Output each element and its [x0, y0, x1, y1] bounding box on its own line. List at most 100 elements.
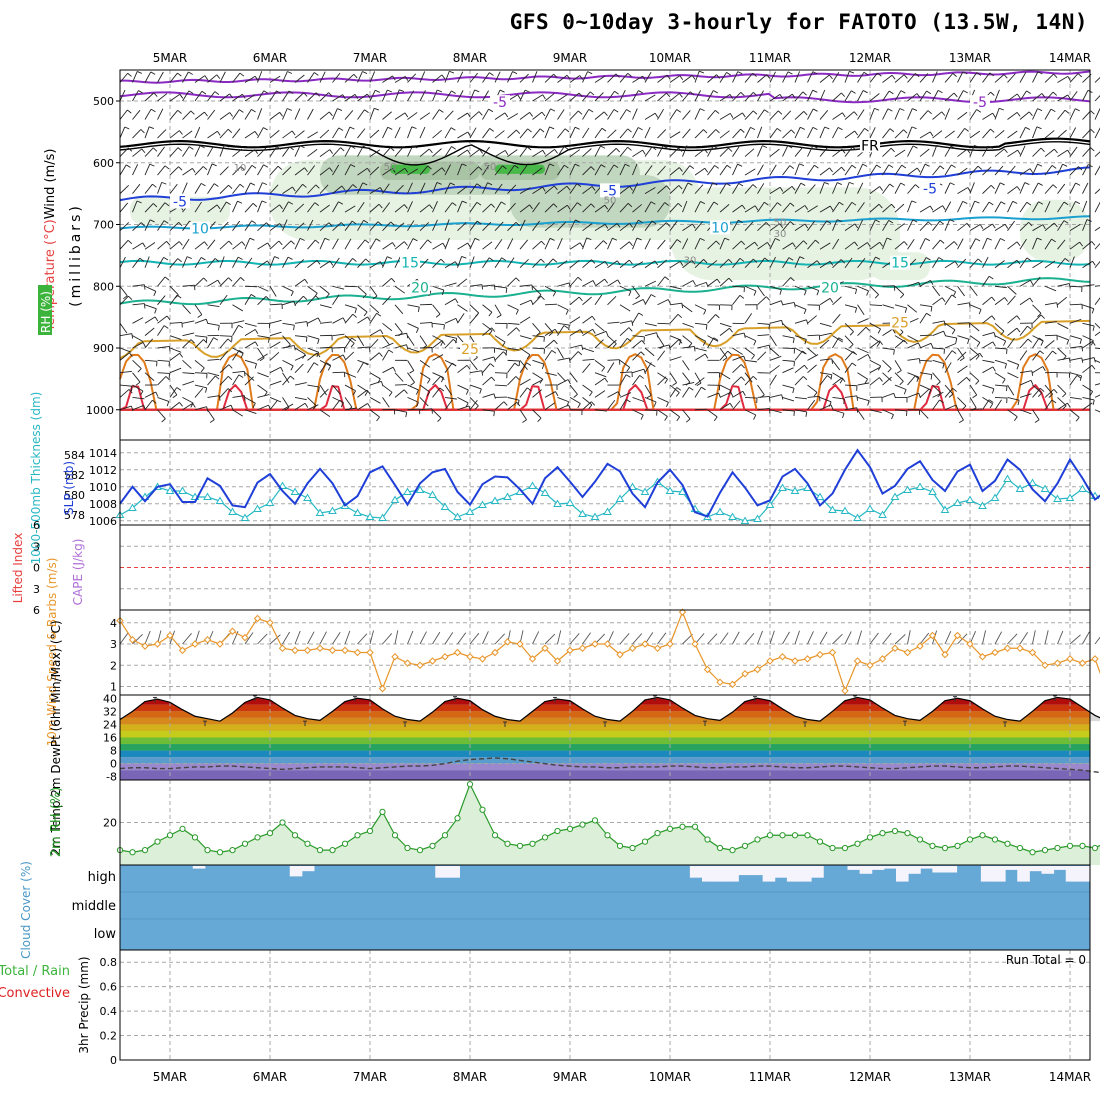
- wind-barb: [557, 204, 568, 213]
- wind-barb: [807, 108, 814, 120]
- wind-barb-flag: [856, 395, 859, 401]
- wind-barb: [394, 241, 405, 250]
- wind10m-barb: [782, 631, 790, 645]
- wind-barb: [332, 185, 343, 194]
- wind-barb-flag: [974, 200, 980, 204]
- wind-barb: [132, 183, 141, 194]
- thickness-line-marker: [778, 483, 787, 491]
- wind-barb-flag: [179, 93, 184, 99]
- wind-barb: [994, 335, 1006, 342]
- wind-barb: [1057, 75, 1069, 83]
- wind-barb: [1057, 201, 1065, 213]
- thickness-line-marker: [428, 490, 437, 498]
- wind-barb: [757, 109, 765, 120]
- wind-barb-flag: [812, 108, 818, 112]
- wind-barb-flag: [190, 110, 195, 115]
- wind-barb: [507, 202, 516, 213]
- wind-barb: [369, 352, 380, 361]
- wind-barb: [444, 317, 457, 324]
- wind-barb: [619, 241, 630, 250]
- wind-barb: [532, 335, 545, 338]
- wind-barb: [757, 202, 765, 213]
- wind-barb: [832, 396, 845, 400]
- wind-barb: [969, 109, 977, 120]
- wind-barb-flag: [591, 186, 596, 191]
- wind-barb: [694, 335, 706, 342]
- wind-barb-flag: [541, 240, 546, 246]
- wind-barb-flag: [314, 202, 320, 206]
- wind-barb: [644, 165, 653, 176]
- wind-barb: [907, 304, 918, 313]
- wind-barb-flag: [573, 394, 578, 398]
- wind-barb: [582, 296, 592, 306]
- wind-barb-flag: [392, 367, 396, 372]
- wind10m-line-marker: [878, 655, 887, 663]
- wind-barb: [207, 258, 216, 269]
- wind-barb-flag: [568, 357, 571, 364]
- wind-barb: [394, 304, 404, 315]
- wind-barb-flag: [204, 241, 208, 246]
- wind-barb-flag: [838, 337, 844, 341]
- wind-barb: [1057, 357, 1070, 361]
- wind-barb: [732, 128, 741, 139]
- wind-barb-flag: [1090, 129, 1095, 134]
- wind-barb-flag: [316, 352, 321, 358]
- wind-barb: [982, 72, 991, 83]
- wind-barb: [457, 185, 468, 194]
- wind-barb-flag: [729, 94, 734, 99]
- wind-barb: [632, 368, 645, 374]
- wind-barb-flag: [676, 109, 682, 113]
- wind-barb: [532, 167, 543, 176]
- wind-barb-flag: [268, 337, 270, 343]
- wind-barb: [232, 304, 244, 312]
- wind10m-line-marker: [616, 650, 624, 659]
- wind-barb-flag: [392, 75, 396, 81]
- wind-barb: [382, 89, 388, 102]
- wind10m-line-marker: [466, 653, 474, 661]
- wind-barb: [882, 237, 888, 250]
- wind-barb: [1069, 335, 1082, 340]
- wind-barb: [819, 339, 830, 349]
- wind-barb: [257, 147, 267, 157]
- wind-barb-flag: [153, 92, 158, 97]
- wind-barb-flag: [950, 145, 956, 150]
- wind-barb: [182, 130, 193, 139]
- wind-barb-flag: [714, 165, 719, 169]
- wind-barb: [519, 73, 529, 83]
- wind-barb-flag: [141, 148, 146, 154]
- wind-barb: [694, 221, 704, 231]
- wind-barb: [507, 184, 517, 194]
- wind-barb: [657, 92, 667, 102]
- wind-barb: [169, 352, 180, 361]
- wind-barb-flag: [429, 204, 433, 209]
- wind-barb: [707, 278, 718, 287]
- wind-barb: [1019, 182, 1026, 194]
- wind-barb: [594, 377, 606, 386]
- thickness-line-marker: [1040, 484, 1050, 492]
- wind-barb-flag: [289, 146, 294, 151]
- wind-barb: [594, 204, 605, 213]
- wind-barb-flag: [629, 241, 633, 246]
- wind-barb: [907, 126, 913, 139]
- wind-barb: [969, 200, 976, 213]
- wind-barb: [632, 261, 644, 269]
- wind-barb: [307, 72, 315, 83]
- wind-barb: [682, 280, 694, 287]
- wind-barb-flag: [354, 308, 357, 314]
- cloud-cell-gap: [799, 866, 812, 882]
- wind-barb: [657, 239, 666, 250]
- wind-barb: [432, 335, 444, 342]
- wind-barb: [869, 241, 881, 250]
- wind-barb-flag: [999, 182, 1005, 186]
- wind-barb-flag: [405, 412, 408, 418]
- thickness-line-marker: [528, 481, 537, 489]
- wind-barb: [994, 238, 1001, 250]
- wind-barb-flag: [1026, 201, 1032, 206]
- wind-barb-flag: [362, 71, 368, 74]
- wind-barb: [344, 164, 352, 176]
- wind-barb: [157, 376, 167, 386]
- wind-barb: [807, 260, 818, 269]
- wind-barb-flag: [1024, 182, 1030, 185]
- wind-barb: [607, 129, 617, 139]
- wind-barb-flag: [888, 220, 894, 224]
